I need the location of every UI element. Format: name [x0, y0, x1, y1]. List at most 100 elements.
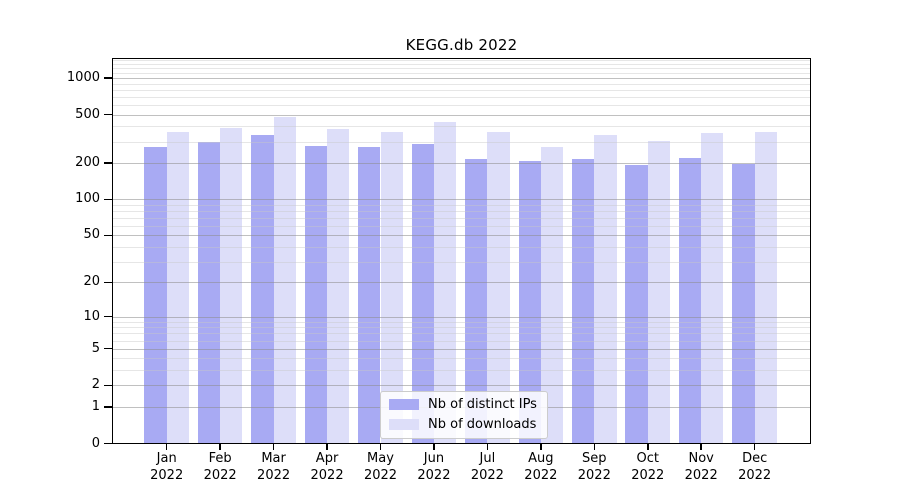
gridline-minor-1400	[112, 60, 811, 62]
bar-oct-distinct-ips	[625, 165, 648, 444]
bar-dec-downloads	[754, 132, 777, 444]
x-tick-text: 2022	[150, 468, 184, 483]
gridline-major-200	[112, 162, 811, 164]
x-tick-text: Aug	[528, 451, 554, 466]
bar-may-distinct-ips	[358, 146, 381, 444]
x-tick-label-may: May 2022	[349, 450, 413, 484]
x-tick-text: Jul	[479, 451, 496, 466]
bar-nov-distinct-ips	[678, 157, 702, 444]
gridline-minor-6	[112, 340, 811, 342]
y-tick-label-100: 100	[75, 191, 100, 207]
gridline-minor-60	[112, 226, 811, 228]
bar-apr-distinct-ips	[304, 146, 328, 444]
x-tick-text: Jan	[156, 451, 177, 466]
y-tick-mark-10	[104, 315, 112, 318]
x-tick-text: Oct	[636, 451, 659, 466]
x-tick-mark-feb	[219, 444, 221, 450]
gridline-minor-8	[112, 327, 811, 329]
y-tick-label-10: 10	[83, 308, 100, 324]
x-tick-text: May	[367, 451, 394, 466]
x-tick-text: 2022	[738, 468, 772, 483]
x-tick-text: Sep	[582, 451, 607, 466]
gridline-minor-1100	[112, 72, 811, 74]
bar-mar-distinct-ips	[251, 134, 274, 444]
x-tick-label-oct: Oct 2022	[616, 450, 680, 484]
bar-jun-distinct-ips	[411, 144, 434, 444]
legend-swatch-downloads	[389, 419, 419, 430]
x-tick-text: Feb	[208, 451, 232, 466]
x-tick-label-nov: Nov 2022	[669, 450, 733, 484]
gridline-major-1000	[112, 78, 811, 79]
x-tick-label-apr: Apr 2022	[295, 450, 359, 484]
legend: Nb of distinct IPs Nb of downloads	[380, 391, 548, 439]
x-tick-mark-aug	[540, 444, 542, 450]
y-tick-label-20: 20	[83, 274, 100, 290]
x-tick-mark-jul	[486, 444, 489, 450]
y-tick-label-200: 200	[75, 154, 100, 170]
x-tick-label-sep: Sep 2022	[562, 450, 626, 484]
chart-title: KEGG.db 2022	[405, 36, 518, 54]
legend-swatch-distinct-ips	[389, 399, 419, 410]
x-tick-text: Jun	[423, 451, 445, 466]
bar-jan-distinct-ips	[144, 147, 167, 444]
bar-oct-downloads	[647, 140, 671, 444]
x-tick-text: 2022	[470, 468, 504, 483]
bar-feb-distinct-ips	[197, 141, 221, 444]
y-tick-mark-1	[104, 406, 112, 408]
x-tick-label-jan: Jan 2022	[135, 450, 199, 484]
y-tick-label-500: 500	[75, 106, 100, 122]
x-tick-text: Mar	[261, 451, 286, 466]
x-tick-label-jun: Jun 2022	[402, 450, 466, 484]
y-tick-label-5: 5	[91, 340, 100, 356]
gridline-minor-7	[112, 333, 811, 335]
y-tick-mark-5	[104, 347, 112, 350]
gridline-major-500	[112, 114, 811, 116]
legend-label-distinct-ips: Nb of distinct IPs	[428, 397, 537, 412]
x-tick-text: 2022	[631, 468, 665, 483]
x-tick-mark-may	[379, 444, 382, 450]
bar-may-downloads	[380, 132, 403, 444]
x-tick-text: 2022	[417, 468, 451, 483]
x-tick-label-mar: Mar 2022	[242, 450, 306, 484]
y-tick-mark-20	[104, 281, 112, 284]
gridline-minor-70	[112, 217, 811, 219]
x-tick-label-feb: Feb 2022	[188, 450, 252, 484]
x-tick-mark-sep	[593, 444, 596, 450]
gridline-minor-700	[112, 96, 811, 98]
x-tick-text: 2022	[257, 468, 291, 483]
gridline-minor-400	[112, 126, 811, 128]
x-tick-mark-jun	[433, 444, 435, 450]
y-tick-label-50: 50	[83, 227, 100, 243]
bar-sep-downloads	[594, 134, 617, 444]
bar-aug-distinct-ips	[518, 161, 541, 444]
gridline-minor-300	[112, 141, 811, 143]
gridline-major-10	[112, 316, 811, 318]
gridline-major-2	[112, 385, 811, 387]
x-tick-text: 2022	[577, 468, 611, 483]
gridline-minor-80	[112, 211, 811, 213]
y-tick-mark-1000	[104, 77, 112, 79]
gridline-major-50	[112, 235, 811, 237]
gridline-major-100	[112, 199, 811, 201]
y-tick-mark-500	[104, 113, 112, 116]
gridline-major-5	[112, 348, 811, 350]
bar-jan-downloads	[166, 132, 189, 444]
x-tick-mark-mar	[272, 444, 275, 450]
x-tick-label-dec: Dec 2022	[723, 450, 787, 484]
bar-aug-downloads	[540, 146, 564, 444]
x-tick-text: 2022	[684, 468, 718, 483]
gridline-minor-40	[112, 247, 811, 249]
y-tick-mark-50	[104, 234, 112, 237]
x-tick-text: Nov	[688, 451, 714, 466]
x-tick-mark-dec	[753, 444, 756, 450]
y-tick-label-1: 1	[91, 398, 100, 414]
bar-dec-distinct-ips	[732, 164, 755, 444]
bar-jul-downloads	[487, 131, 510, 444]
x-tick-text: 2022	[363, 468, 398, 483]
y-tick-mark-200	[104, 162, 112, 164]
y-tick-label-2: 2	[91, 377, 100, 393]
bar-jul-distinct-ips	[465, 159, 488, 444]
x-tick-text: Dec	[742, 451, 768, 466]
gridline-major-20	[112, 282, 811, 284]
